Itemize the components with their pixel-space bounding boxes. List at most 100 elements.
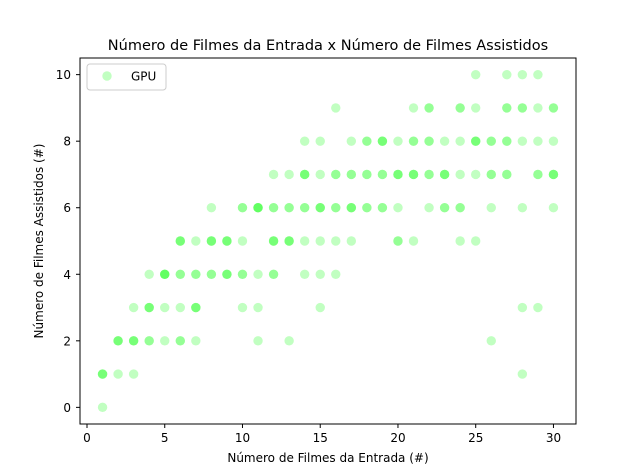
data-point — [113, 369, 123, 379]
y-tick-label: 2 — [63, 334, 71, 348]
data-point — [299, 169, 310, 180]
data-point — [128, 302, 139, 313]
data-point — [439, 136, 450, 146]
data-point — [206, 236, 217, 246]
data-point — [455, 136, 465, 146]
data-point — [175, 336, 185, 346]
data-point — [206, 236, 217, 246]
data-point — [128, 336, 139, 346]
data-point — [439, 169, 450, 180]
data-point — [268, 203, 279, 213]
x-tick-label: 0 — [83, 431, 91, 445]
data-point — [113, 336, 123, 346]
data-point — [128, 369, 139, 379]
data-point — [533, 136, 543, 146]
y-tick-label: 0 — [63, 401, 71, 415]
data-point — [299, 203, 310, 213]
data-point — [502, 169, 512, 180]
data-point — [548, 169, 559, 180]
data-point — [253, 203, 263, 213]
data-point — [331, 169, 341, 180]
data-point — [377, 203, 388, 213]
data-point — [502, 103, 512, 113]
y-tick-label: 8 — [63, 135, 71, 149]
data-point — [191, 302, 201, 313]
data-point — [191, 302, 201, 313]
data-point — [548, 169, 559, 180]
data-point — [377, 136, 388, 146]
data-point — [160, 336, 170, 346]
data-point — [144, 336, 154, 346]
data-point — [331, 203, 341, 213]
data-point — [486, 136, 496, 146]
data-point — [237, 203, 248, 213]
data-point — [533, 103, 543, 113]
data-point — [408, 136, 419, 146]
data-point — [331, 169, 341, 180]
data-point — [144, 302, 154, 313]
data-point — [346, 169, 357, 180]
data-point — [299, 136, 310, 146]
data-point — [502, 103, 512, 113]
data-point — [517, 103, 528, 113]
data-point — [471, 69, 481, 80]
data-point — [455, 236, 465, 246]
data-point — [362, 136, 372, 146]
data-point — [160, 269, 170, 279]
data-point — [439, 169, 450, 180]
data-point — [175, 236, 185, 246]
data-point — [222, 236, 232, 246]
data-point — [408, 136, 419, 146]
data-point — [377, 136, 388, 146]
data-point — [408, 169, 419, 180]
data-point — [222, 236, 232, 246]
data-point — [268, 269, 279, 279]
data-point — [502, 69, 512, 80]
data-point — [175, 236, 185, 246]
data-point — [175, 269, 185, 279]
data-point — [486, 169, 496, 180]
data-point — [548, 103, 559, 113]
data-point — [315, 203, 325, 213]
data-point — [253, 203, 263, 213]
data-point — [268, 236, 279, 246]
data-point — [424, 103, 434, 113]
data-point — [315, 302, 325, 313]
data-point — [455, 169, 465, 180]
x-tick-label: 15 — [313, 431, 328, 445]
data-point — [377, 203, 388, 213]
data-point — [408, 169, 419, 180]
data-point — [222, 269, 232, 279]
data-point — [346, 136, 357, 146]
data-point — [486, 203, 496, 213]
data-point — [331, 236, 341, 246]
data-point — [471, 136, 481, 146]
data-point — [160, 302, 170, 313]
data-point — [439, 203, 450, 213]
data-point — [144, 302, 154, 313]
x-tick-label: 30 — [546, 431, 561, 445]
data-point — [284, 169, 294, 180]
data-point — [377, 136, 388, 146]
data-point — [439, 203, 450, 213]
data-point — [517, 369, 528, 379]
data-point — [471, 103, 481, 113]
x-axis-ticks: 0 5 10 15 20 25 30 — [83, 424, 561, 445]
data-point — [315, 203, 325, 213]
data-point — [486, 169, 496, 180]
data-point — [471, 136, 481, 146]
data-point — [299, 169, 310, 180]
data-point — [424, 169, 434, 180]
data-point — [393, 169, 403, 180]
data-point — [253, 336, 263, 346]
data-point — [408, 236, 419, 246]
data-point — [299, 236, 310, 246]
data-point — [362, 169, 372, 180]
data-point — [128, 336, 139, 346]
data-point — [424, 203, 434, 213]
data-point — [424, 169, 434, 180]
data-point — [455, 203, 465, 213]
data-point — [393, 169, 403, 180]
data-point — [393, 236, 403, 246]
